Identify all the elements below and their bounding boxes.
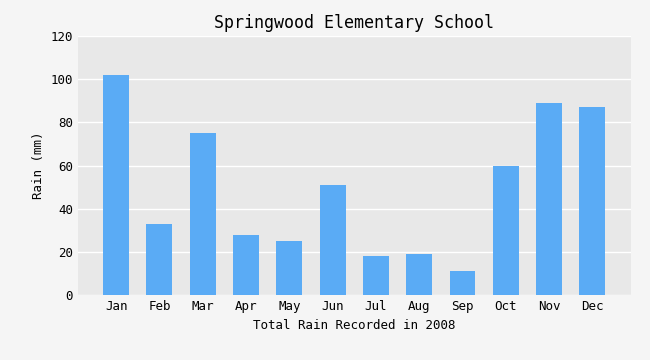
Bar — [536, 103, 562, 295]
X-axis label: Total Rain Recorded in 2008: Total Rain Recorded in 2008 — [253, 319, 456, 332]
Bar — [190, 133, 216, 295]
Bar — [320, 185, 346, 295]
Bar — [406, 254, 432, 295]
Bar — [276, 241, 302, 295]
Bar — [146, 224, 172, 295]
Bar — [493, 166, 519, 295]
Bar — [579, 107, 605, 295]
Y-axis label: Rain (mm): Rain (mm) — [32, 132, 45, 199]
Bar — [103, 75, 129, 295]
Title: Springwood Elementary School: Springwood Elementary School — [214, 14, 494, 32]
Bar — [363, 256, 389, 295]
Bar — [233, 235, 259, 295]
Bar — [450, 271, 476, 295]
